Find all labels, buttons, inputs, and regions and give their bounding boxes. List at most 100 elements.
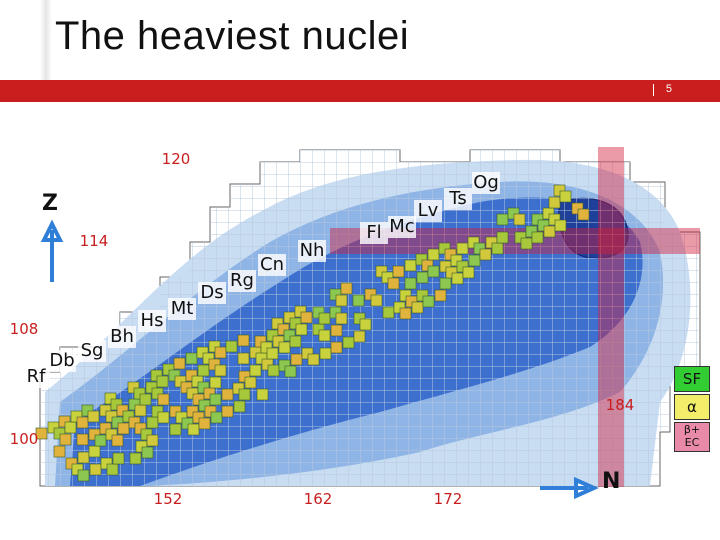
element-label-db: Db [49,350,74,371]
nuclide-cell [375,265,388,278]
legend-beta: β+ [683,423,701,436]
element-label-bg [108,326,136,348]
nuclide-cell [444,248,457,261]
nuclide-cell [271,317,284,330]
element-label-bg [360,222,388,244]
nuclide-cell [77,469,90,482]
nuclide-cell [173,357,186,370]
nuclide-cell [411,301,424,314]
nuclide-cell [353,330,366,343]
nuclide-cell [520,237,533,250]
nuclide-cell [150,369,163,382]
legend-beta-ec: β+ EC [674,422,710,452]
n-label-172: 172 [434,490,463,508]
nuclide-cell [105,428,118,441]
nuclide-cell [111,416,124,429]
nuclide-cell [571,202,584,215]
nuclide-cell [214,346,227,359]
nuclide-cell [393,301,406,314]
nuclide-cell [256,388,269,401]
nuclide-cell [112,452,125,465]
nuclide-cell [335,312,348,325]
nuclide-cell [451,272,464,285]
element-label-lv: Lv [418,200,439,221]
nuclide-cell [283,329,296,342]
nuclide-cell [359,318,372,331]
nuclide-cell [462,266,475,279]
element-label-bg [22,366,50,388]
nuclide-cell [301,347,314,360]
nuclide-cell [110,398,123,411]
nuclide-cell [278,359,291,372]
nuclide-cell [197,381,210,394]
nuclide-cell [196,346,209,359]
nuclide-cell [237,352,250,365]
known-nuclides [35,184,590,482]
nuclide-cell [202,352,215,365]
legend-sf: SF [674,366,710,392]
nuclide-cell [233,400,246,413]
nuclide-cell [421,259,434,272]
nuclide-cell [290,353,303,366]
magic-band-n184 [598,147,624,487]
nuclide-cell [272,335,285,348]
nuclide-cell [278,341,291,354]
element-label-bg [48,350,76,372]
nuclide-cell [106,463,119,476]
nuclide-cell [434,289,447,302]
element-label-bg [414,200,442,222]
nuclide-cell [157,411,170,424]
nuclide-cell [141,446,154,459]
nuclide-cell [70,410,83,423]
header-bar [0,80,720,102]
nuclide-cell [192,411,205,424]
nuclide-cell [157,393,170,406]
nuclide-cell [198,399,211,412]
nuclide-cell [577,208,590,221]
nuclide-cell [174,375,187,388]
nuclide-cell [329,288,342,301]
element-label-bg [168,298,196,320]
nuclide-cell [64,421,77,434]
nuclide-cell [129,452,142,465]
nuclide-cell [456,242,469,255]
nuclide-cell [329,306,342,319]
element-label-bg [228,270,256,292]
element-label-bg [444,188,472,210]
nuclide-cell [450,254,463,267]
nuclide-cell [553,184,566,197]
nuclide-cell [399,307,412,320]
nuclide-cell [77,451,90,464]
nuclide-cell [197,364,210,377]
nuclide-cell [175,411,188,424]
nuclide-cell [531,213,544,226]
nuclide-cell [187,423,200,436]
nuclide-cell [209,376,222,389]
nuclide-cell [156,375,169,388]
nuclide-cell [145,381,158,394]
nuclide-cell [267,364,280,377]
nuclide-cell [146,416,159,429]
nuclide-cell [507,207,520,220]
nuclide-cell [514,231,527,244]
nuclide-cell [318,312,331,325]
nuclide-cell [537,219,550,232]
nuclide-cell [47,421,60,434]
nuclide-cell [335,294,348,307]
nuclide-cell [554,219,567,232]
nuclide-cell [289,335,302,348]
nuclide-cell [319,347,332,360]
axis-z-label: Z [42,191,58,216]
nuclide-cell [237,334,250,347]
axis-n-label: N [602,469,620,494]
nuclide-cell [151,405,164,418]
nuclide-cell [128,416,141,429]
nuclide-cell [491,242,504,255]
nuclide-cell [134,404,147,417]
nuclide-cell [35,427,48,440]
nuclide-cell [53,445,66,458]
z-label-100: 100 [10,430,39,448]
nuclide-cell [364,288,377,301]
nuclide-cell [312,306,325,319]
nuclide-cell [186,405,199,418]
